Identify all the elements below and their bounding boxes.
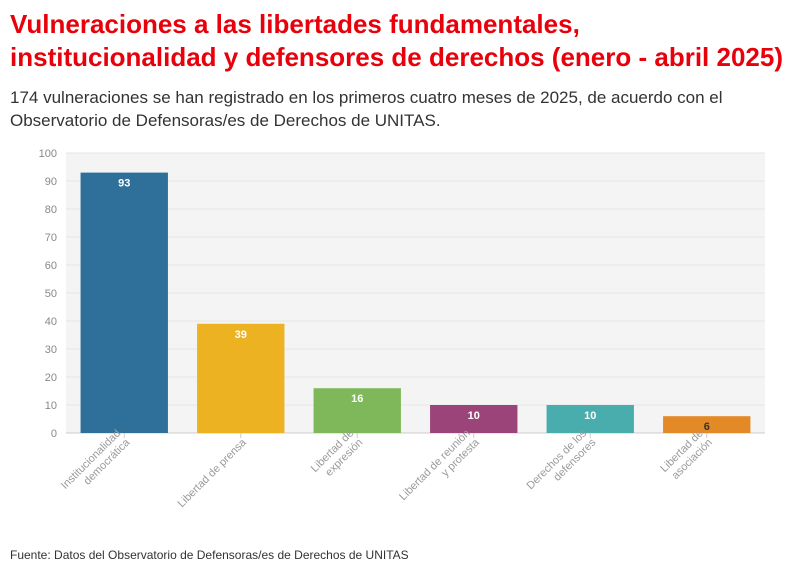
data-label: 93 (118, 178, 130, 190)
y-tick-label: 60 (45, 260, 57, 272)
bar (80, 172, 168, 433)
bar (430, 405, 518, 433)
bar (197, 323, 285, 433)
y-tick-label: 70 (45, 232, 57, 244)
bar-chart: 0 10 20 30 40 50 60 70 80 90 100 93 Institucionalida… (39, 148, 765, 512)
chart-title: Vulneraciones a las libertades fundament… (10, 9, 784, 72)
data-label: 39 (235, 329, 247, 341)
bar (663, 416, 751, 433)
data-label: 10 (468, 410, 480, 422)
y-tick-label: 100 (39, 148, 57, 160)
y-tick-label: 30 (45, 344, 57, 356)
y-tick-label: 0 (51, 428, 57, 440)
y-tick-label: 40 (45, 316, 57, 328)
y-tick-label: 20 (45, 372, 57, 384)
y-tick-label: 50 (45, 288, 57, 300)
chart-subtitle: 174 vulneraciones se han registrado en l… (10, 88, 723, 130)
bar (546, 405, 634, 433)
y-tick-label: 10 (45, 400, 57, 412)
data-label: 16 (351, 393, 363, 405)
source-note: Fuente: Datos del Observatorio de Defens… (10, 548, 409, 562)
y-tick-label: 90 (45, 176, 57, 188)
y-tick-label: 80 (45, 204, 57, 216)
x-tick-label: Institucionalidaddemocrática (59, 427, 133, 501)
x-tick-label: Derechos de losdefensores (524, 427, 598, 501)
data-label: 10 (584, 410, 596, 422)
x-tick-label: Libertad de prensa (176, 436, 250, 510)
x-tick-label: Libertad de reunióny protesta (397, 427, 482, 512)
bar (313, 388, 401, 433)
data-label: 6 (704, 421, 710, 433)
